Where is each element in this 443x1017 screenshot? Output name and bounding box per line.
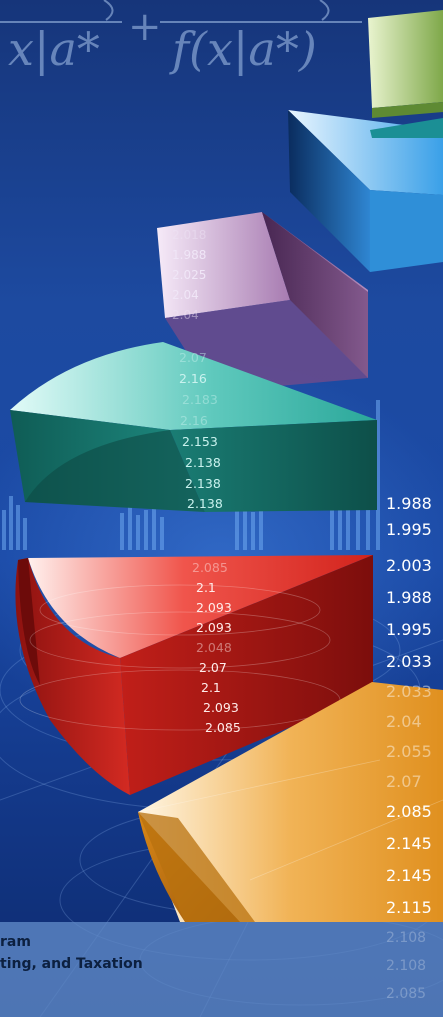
purple-value: 2.04 (172, 288, 199, 302)
side-value: 1.988 (386, 588, 432, 607)
red-value: 2.1 (201, 680, 221, 695)
red-value: 2.1 (196, 580, 216, 595)
side-value: 1.988 (386, 494, 432, 513)
formula-lines (0, 0, 362, 23)
side-value: 1.995 (386, 520, 432, 539)
teal-value: 2.138 (185, 455, 221, 470)
side-value: 2.04 (386, 712, 422, 731)
red-value: 2.093 (203, 700, 239, 715)
teal-value: 2.16 (179, 371, 207, 386)
side-value: 2.055 (386, 742, 432, 761)
banner-line-1: ram (0, 934, 31, 950)
red-value: 2.093 (196, 620, 232, 635)
side-value: 2.115 (386, 898, 432, 917)
orange-slice (137, 682, 443, 922)
blue-slice (288, 110, 443, 272)
side-value: 2.108 (386, 958, 427, 974)
red-value: 2.085 (192, 560, 228, 575)
banner-line-2: ting, and Taxation (0, 956, 143, 972)
side-value: 2.033 (386, 652, 432, 671)
side-value: 2.07 (386, 772, 422, 791)
green-slice (368, 10, 443, 118)
side-value: 2.145 (386, 834, 432, 853)
teal-value: 2.16 (180, 413, 208, 428)
teal-value: 2.153 (182, 434, 218, 449)
side-value: 2.033 (386, 682, 432, 701)
teal-value: 2.138 (185, 476, 221, 491)
side-value: 2.145 (386, 866, 432, 885)
red-value: 2.085 (205, 720, 241, 735)
formula-bottom-left: x|a* (8, 22, 100, 76)
red-value: 2.048 (196, 640, 232, 655)
red-value: 2.093 (196, 600, 232, 615)
purple-value: 2.04 (172, 308, 199, 322)
purple-value: 2.018 (172, 228, 207, 242)
teal-value: 2.07 (179, 350, 207, 365)
side-value: 1.995 (386, 620, 432, 639)
teal-value: 2.138 (187, 496, 223, 511)
formula-plus: + (128, 4, 162, 50)
side-value: 2.085 (386, 986, 427, 1002)
title-banner: ram ting, and Taxation (0, 922, 443, 1017)
side-value: 2.085 (386, 802, 432, 821)
teal-slice (10, 342, 377, 512)
red-value: 2.07 (199, 660, 227, 675)
red-slice (15, 555, 373, 795)
purple-value: 2.025 (172, 268, 207, 282)
formula-bottom-right: f(x|a*) (172, 22, 317, 76)
side-value: 2.003 (386, 556, 432, 575)
teal-value: 2.183 (182, 392, 218, 407)
side-value: 2.108 (386, 930, 427, 946)
purple-value: 1.988 (172, 248, 207, 262)
